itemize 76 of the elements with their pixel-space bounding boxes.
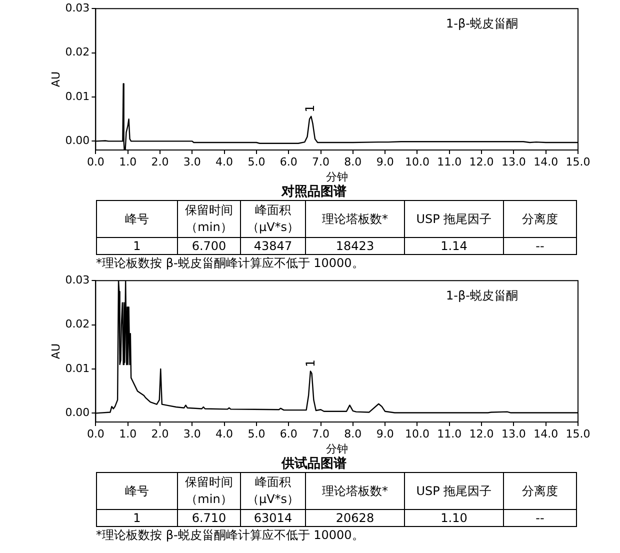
category-label: 峰面积（μV*s）: [240, 472, 306, 510]
x-tick-label: 2.0: [151, 155, 169, 168]
y-tick-label: 0.02: [65, 46, 90, 59]
category-label: 保留时间（min）: [178, 200, 240, 238]
annotation: 1-β-蜕皮甾酮: [446, 16, 518, 31]
x-tick-label: 10.0: [404, 427, 430, 440]
x-tick-label: 14.0: [534, 155, 558, 168]
x-tick-label: 10.0: [404, 155, 430, 168]
x-tick-label: 13.0: [501, 155, 526, 168]
text: 供试品图谱: [280, 456, 346, 472]
x-tick-label: 15.0: [566, 427, 590, 440]
text: *理论板数按 β-蜕皮甾酮峰计算应不低于 10000。: [96, 527, 365, 544]
annotation: 1: [303, 104, 318, 112]
x-tick-label: 7.0: [312, 427, 330, 440]
category-label: 分离度: [504, 200, 576, 238]
text: 63014: [254, 511, 292, 525]
category-label: USP 拖尾因子: [404, 472, 504, 510]
x-tick-label: 9.0: [376, 427, 394, 440]
category-label: 分离度: [504, 472, 576, 510]
text: 43847: [254, 239, 292, 253]
category-label: 峰号: [96, 472, 178, 510]
y-tick-label: 0.01: [65, 362, 90, 375]
x-tick-label: 4.0: [216, 155, 234, 168]
y-tick-label: 0.00: [65, 134, 90, 148]
x-tick-label: 0.0: [86, 427, 104, 440]
text: 1: [133, 239, 141, 253]
text: 1.10: [440, 511, 468, 525]
category-label: USP 拖尾因子: [404, 200, 504, 238]
category-label: 保留时间（min）: [178, 472, 240, 510]
x-tick-label: 13.0: [501, 427, 526, 440]
x-tick-label: 1.0: [119, 155, 137, 168]
y-tick-label: 0.00: [65, 406, 90, 420]
x-tick-label: 9.0: [376, 155, 394, 168]
x-tick-label: 3.0: [183, 427, 201, 440]
category-label: 理论塔板数*: [306, 200, 404, 238]
category-label: 峰号: [96, 200, 178, 238]
category-label: 峰面积（μV*s）: [240, 200, 306, 238]
text: --: [536, 511, 544, 525]
y-tick-label: 0.03: [65, 273, 90, 286]
x-axis-title: 分钟: [326, 170, 348, 184]
x-tick-label: 7.0: [312, 155, 330, 168]
x-tick-label: 4.0: [216, 427, 234, 440]
x-tick-label: 1.0: [119, 427, 137, 440]
text: 对照品图谱: [280, 184, 346, 200]
text: 6.700: [192, 239, 226, 253]
text: 20628: [336, 511, 374, 525]
text: *理论板数按 β-蜕皮甾酮峰计算应不低于 10000。: [96, 255, 365, 272]
x-tick-label: 5.0: [248, 155, 266, 168]
x-tick-label: 8.0: [344, 155, 362, 168]
x-tick-label: 2.0: [151, 427, 169, 440]
y-tick-label: 0.01: [65, 90, 90, 103]
x-tick-label: 0.0: [86, 155, 104, 168]
y-axis-title: AU: [49, 72, 62, 88]
annotation: 1-β-蜕皮甾酮: [446, 288, 518, 303]
category-label: 理论塔板数*: [306, 472, 404, 510]
x-tick-label: 14.0: [534, 427, 558, 440]
x-tick-label: 15.0: [566, 155, 590, 168]
y-tick-label: 0.03: [65, 1, 90, 14]
text: 6.710: [192, 511, 226, 525]
text: 1: [133, 511, 141, 525]
x-tick-label: 8.0: [344, 427, 362, 440]
x-axis-title: 分钟: [326, 442, 348, 456]
text: 1.14: [440, 239, 468, 253]
y-tick-label: 0.02: [65, 318, 90, 331]
x-tick-label: 12.0: [469, 427, 494, 440]
x-tick-label: 6.0: [280, 155, 298, 168]
text: 18423: [336, 239, 374, 253]
y-axis-title: AU: [49, 344, 62, 360]
x-tick-label: 3.0: [183, 155, 201, 168]
annotation: 1: [304, 360, 318, 368]
text: --: [536, 239, 544, 253]
x-tick-label: 11.0: [437, 155, 462, 168]
x-tick-label: 11.0: [437, 427, 462, 440]
x-tick-label: 5.0: [248, 427, 266, 440]
x-tick-label: 12.0: [469, 155, 494, 168]
x-tick-label: 6.0: [280, 427, 298, 440]
